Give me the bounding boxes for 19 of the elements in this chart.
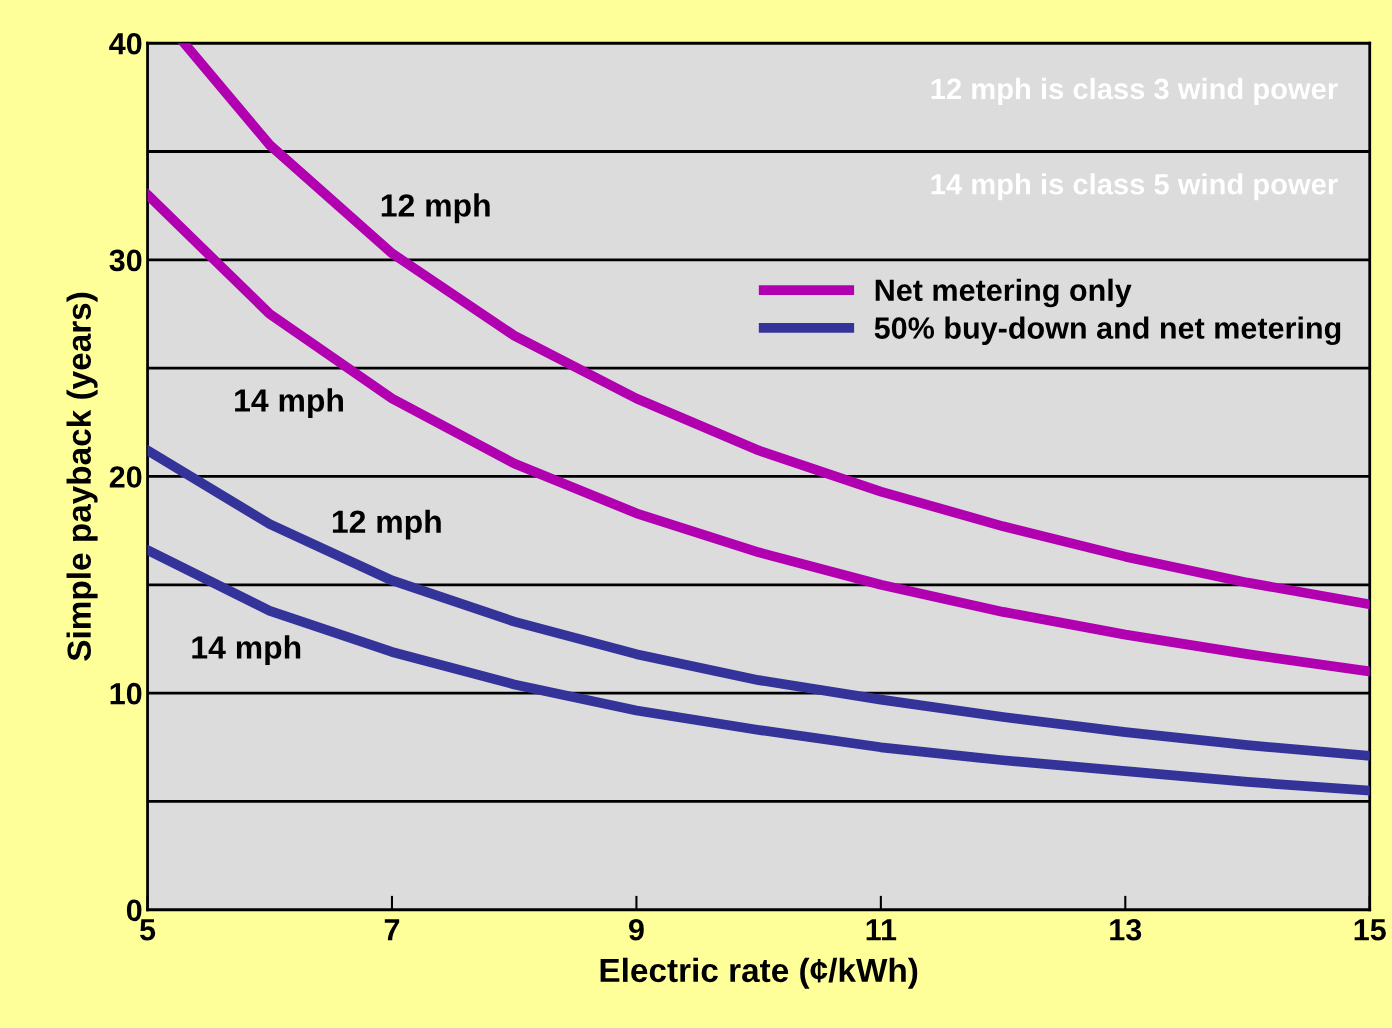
annotation: 14 mph [235, 388, 343, 419]
x-tick-label: 15 [1354, 919, 1386, 941]
annotation: 12 mph [332, 509, 441, 540]
x-tick-label: 11 [866, 919, 897, 941]
x-tick-label: 9 [628, 918, 644, 941]
annotation: 14 mph [192, 635, 301, 666]
x-tick-label: 13 [1110, 918, 1142, 941]
legend-label: Net metering only [875, 278, 1132, 308]
x-tick-label: 7 [384, 919, 400, 941]
y-tick-label: 10 [110, 682, 142, 705]
y-tick-label: 20 [109, 466, 142, 488]
y-tick-label: 40 [109, 32, 142, 55]
annotation: 12 mph [381, 193, 490, 224]
x-axis-title: Electric rate (¢/kWh) [600, 957, 918, 989]
y-tick-label: 0 [126, 899, 142, 922]
legend-label: 50% buy-down and net metering [874, 316, 1341, 346]
y-tick-label: 30 [109, 249, 142, 272]
x-tick-label: 5 [140, 919, 156, 941]
y-axis-title: Simple payback (years) [66, 292, 98, 661]
